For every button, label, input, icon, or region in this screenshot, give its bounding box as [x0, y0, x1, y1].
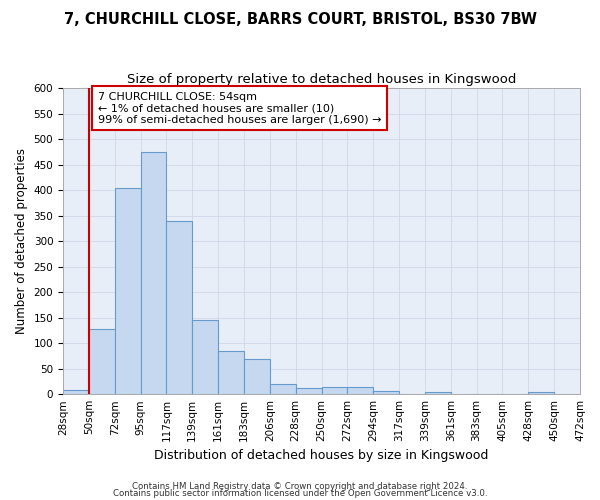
Bar — [347, 386, 373, 394]
Text: 7 CHURCHILL CLOSE: 54sqm
← 1% of detached houses are smaller (10)
99% of semi-de: 7 CHURCHILL CLOSE: 54sqm ← 1% of detache… — [98, 92, 382, 125]
Bar — [115, 188, 140, 394]
Bar — [244, 360, 270, 394]
Bar — [89, 330, 115, 394]
Bar — [373, 390, 399, 394]
Bar — [270, 384, 296, 394]
Bar — [63, 390, 89, 394]
X-axis label: Distribution of detached houses by size in Kingswood: Distribution of detached houses by size … — [154, 450, 489, 462]
Bar — [192, 320, 218, 394]
Bar — [529, 392, 554, 394]
Text: Contains HM Land Registry data © Crown copyright and database right 2024.: Contains HM Land Registry data © Crown c… — [132, 482, 468, 491]
Bar — [425, 392, 451, 394]
Bar — [218, 351, 244, 394]
Bar — [296, 388, 322, 394]
Y-axis label: Number of detached properties: Number of detached properties — [15, 148, 28, 334]
Text: 7, CHURCHILL CLOSE, BARRS COURT, BRISTOL, BS30 7BW: 7, CHURCHILL CLOSE, BARRS COURT, BRISTOL… — [64, 12, 536, 28]
Title: Size of property relative to detached houses in Kingswood: Size of property relative to detached ho… — [127, 72, 516, 86]
Bar — [140, 152, 166, 394]
Bar — [322, 386, 347, 394]
Text: Contains public sector information licensed under the Open Government Licence v3: Contains public sector information licen… — [113, 489, 487, 498]
Bar — [166, 220, 192, 394]
